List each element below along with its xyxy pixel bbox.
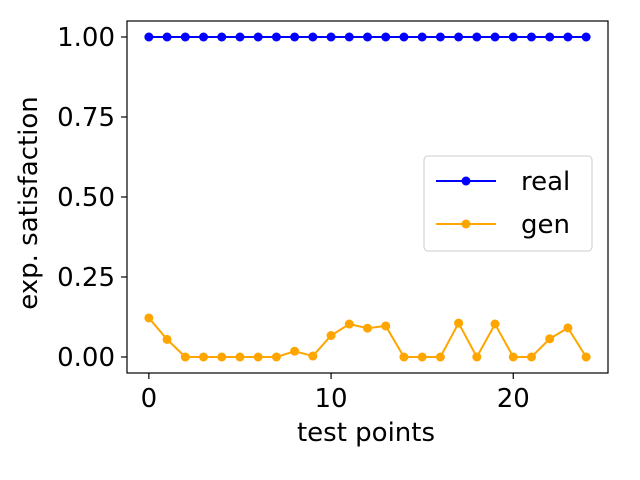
data-point-real-24 <box>581 32 591 42</box>
data-point-gen-10 <box>326 331 336 341</box>
data-point-real-20 <box>508 32 518 42</box>
data-point-gen-19 <box>490 319 500 329</box>
data-point-real-0 <box>144 32 154 42</box>
y-tick-label-1: 0.25 <box>57 263 115 293</box>
data-point-gen-20 <box>508 352 518 362</box>
data-point-gen-22 <box>545 334 555 344</box>
y-tick-label-3: 0.75 <box>57 103 115 133</box>
x-axis-label: test points <box>297 418 435 448</box>
data-point-real-4 <box>217 32 227 42</box>
y-axis-label: exp. satisfaction <box>14 96 44 310</box>
x-tick-label-0: 0 <box>141 384 158 414</box>
data-point-real-1 <box>162 32 172 42</box>
data-point-gen-4 <box>217 352 227 362</box>
data-point-gen-21 <box>526 352 536 362</box>
legend-label-real: real <box>521 167 570 197</box>
data-point-gen-2 <box>180 352 190 362</box>
data-point-gen-24 <box>581 352 591 362</box>
data-point-real-5 <box>235 32 245 42</box>
y-tick-label-0: 0.00 <box>57 343 115 373</box>
data-point-real-14 <box>399 32 409 42</box>
data-point-gen-8 <box>290 346 300 356</box>
data-point-gen-1 <box>162 334 172 344</box>
legend-marker-real <box>461 176 471 186</box>
data-point-real-6 <box>253 32 263 42</box>
data-point-gen-15 <box>417 352 427 362</box>
data-point-gen-18 <box>472 352 482 362</box>
data-point-real-13 <box>381 32 391 42</box>
data-point-gen-6 <box>253 352 263 362</box>
data-point-real-11 <box>344 32 354 42</box>
x-tick-label-2: 20 <box>497 384 530 414</box>
legend-label-gen: gen <box>521 210 570 240</box>
axes: 0 10 20 0.00 0.25 0.50 0.75 1.00 <box>57 20 609 414</box>
legend-marker-gen <box>461 219 471 229</box>
data-point-gen-16 <box>435 352 445 362</box>
data-point-gen-9 <box>308 351 318 361</box>
data-point-real-15 <box>417 32 427 42</box>
data-point-real-9 <box>308 32 318 42</box>
plot-area <box>144 32 591 362</box>
data-point-real-23 <box>563 32 573 42</box>
data-point-real-8 <box>290 32 300 42</box>
data-point-real-7 <box>271 32 281 42</box>
y-tick-label-4: 1.00 <box>57 23 115 53</box>
y-tick-label-2: 0.50 <box>57 183 115 213</box>
data-point-real-2 <box>180 32 190 42</box>
data-point-gen-13 <box>381 321 391 331</box>
data-point-gen-14 <box>399 352 409 362</box>
data-point-real-18 <box>472 32 482 42</box>
data-point-real-10 <box>326 32 336 42</box>
data-point-real-17 <box>454 32 464 42</box>
data-point-real-19 <box>490 32 500 42</box>
data-point-real-3 <box>199 32 209 42</box>
data-point-real-12 <box>363 32 372 42</box>
data-point-real-16 <box>435 32 445 42</box>
data-point-gen-11 <box>344 319 354 329</box>
data-point-gen-3 <box>199 352 209 362</box>
data-point-gen-5 <box>235 352 245 362</box>
data-point-real-21 <box>526 32 536 42</box>
legend: real gen <box>423 155 593 252</box>
data-point-gen-12 <box>363 323 372 333</box>
x-tick-label-1: 10 <box>315 384 348 414</box>
data-point-real-22 <box>545 32 555 42</box>
data-point-gen-17 <box>454 318 464 328</box>
data-point-gen-0 <box>144 313 154 323</box>
data-point-gen-23 <box>563 323 573 333</box>
data-point-gen-7 <box>271 352 281 362</box>
